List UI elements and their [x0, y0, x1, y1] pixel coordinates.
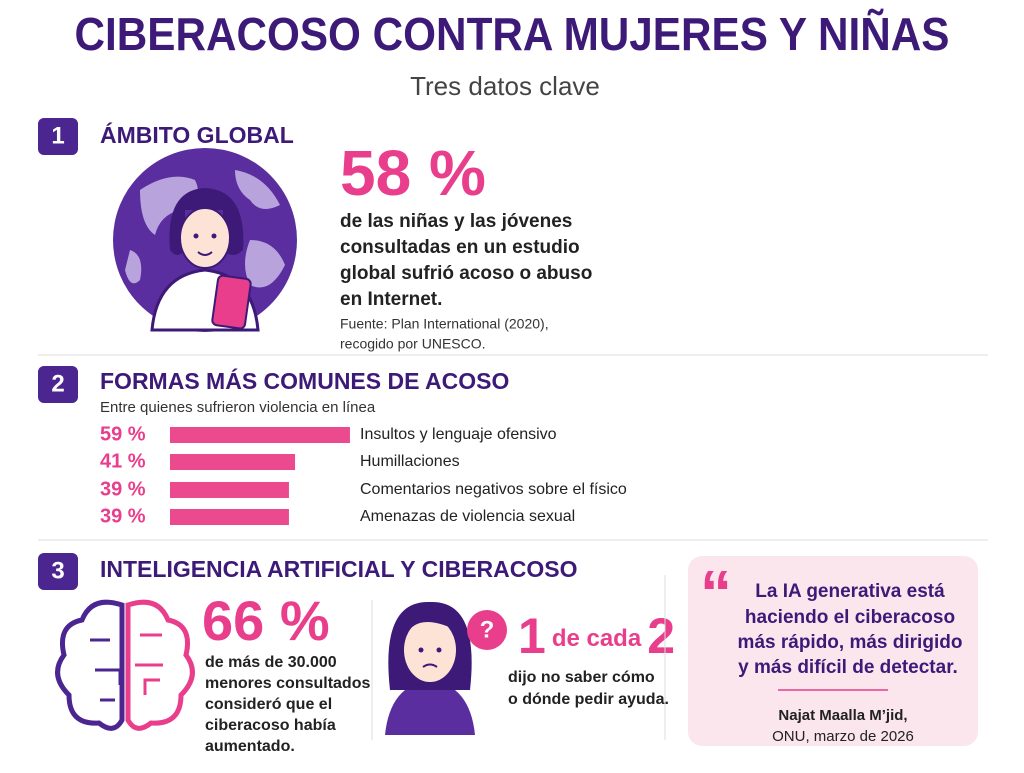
quote-author: ONU, marzo de 2026 — [772, 728, 914, 745]
ratio-text: de cada — [552, 625, 642, 652]
ratio-text-line: dijo no saber cómo — [508, 669, 655, 686]
ratio: 1 de cada 2 — [518, 608, 675, 664]
source: recogido por UNESCO. — [340, 336, 486, 352]
bar — [170, 427, 350, 443]
brain-illustration — [55, 599, 195, 731]
section-subtitle: Entre quienes sufrieron violencia en lín… — [100, 399, 376, 416]
ratio-number: 1 — [518, 608, 546, 664]
svg-text:?: ? — [480, 616, 495, 643]
stat-text: global sufrió acoso o abuso — [340, 263, 592, 284]
stat-text: ciberacoso había — [205, 717, 336, 734]
source: Fuente: Plan International (2020), — [340, 316, 549, 332]
badge-number: 3 — [51, 557, 64, 584]
value-label: 41 % — [100, 450, 146, 472]
ratio-text-line: o dónde pedir ayuda. — [508, 691, 669, 708]
globe-illustration — [113, 148, 297, 332]
bar-chart: 59 % Insultos y lenguaje ofensivo 41 % Humi… — [100, 423, 627, 527]
title: CIBERACOSO CONTRA MUJERES Y NIÑAS — [75, 8, 950, 60]
bar — [170, 482, 289, 498]
section-heading: INTELIGENCIA ARTIFICIAL Y CIBERACOSO — [100, 556, 578, 582]
ratio-number: 2 — [647, 608, 675, 664]
stat-text: de las niñas y las jóvenes — [340, 211, 572, 232]
section-heading: ÁMBITO GLOBAL — [100, 121, 294, 148]
quote-author: Najat Maalla M’jid, — [778, 707, 907, 724]
quote-line: más rápido, más dirigido — [738, 632, 963, 653]
quote-line: y más difícil de detectar. — [738, 657, 958, 678]
quote-line: haciendo el ciberacoso — [745, 607, 955, 628]
quote-mark: “ — [700, 557, 732, 629]
quote-line: La IA generativa está — [755, 581, 945, 602]
badge — [38, 553, 78, 590]
girl-illustration: ? — [385, 601, 507, 735]
stat-text: en Internet. — [340, 289, 442, 310]
category-label: Insultos y lenguaje ofensivo — [360, 426, 557, 443]
category-label: Amenazas de violencia sexual — [360, 508, 575, 525]
category-label: Humillaciones — [360, 453, 460, 470]
stat-text: aumentado. — [205, 738, 295, 755]
stat-text: consultadas en un estudio — [340, 237, 580, 258]
section-heading: FORMAS MÁS COMUNES DE ACOSO — [100, 367, 509, 394]
stat: 58 % — [340, 137, 486, 209]
category-label: Comentarios negativos sobre el físico — [360, 481, 627, 498]
stat-text: consideró que el — [205, 696, 332, 713]
value-label: 39 % — [100, 505, 146, 527]
stat-text: de más de 30.000 — [205, 654, 337, 671]
badge-number: 2 — [51, 370, 64, 397]
stat: 66 % — [202, 589, 330, 652]
value-label: 39 % — [100, 478, 146, 500]
subtitle: Tres datos clave — [410, 71, 600, 101]
badge — [38, 118, 78, 155]
stat-text: menores consultados — [205, 675, 370, 692]
quote-box — [688, 556, 978, 746]
bar — [170, 454, 296, 470]
value-label: 59 % — [100, 423, 146, 445]
badge-number: 1 — [51, 122, 64, 149]
bar — [170, 509, 289, 525]
badge — [38, 366, 78, 403]
